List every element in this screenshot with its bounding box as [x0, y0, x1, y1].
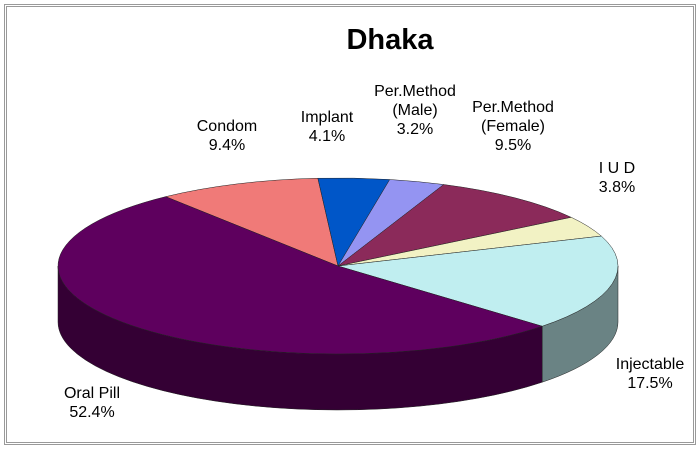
slice-value: 17.5% [627, 375, 673, 392]
slice-label: Injectable 17.5% [595, 355, 700, 393]
slice-name: Injectable [615, 356, 685, 373]
slice-name: Per.Method (Male) [374, 83, 456, 119]
slice-value: 9.4% [208, 137, 246, 154]
slice-label: Implant 4.1% [272, 108, 382, 146]
slice-label: Oral Pill 52.4% [37, 384, 147, 422]
slice-name: Oral Pill [63, 385, 120, 402]
slice-value: 52.4% [69, 404, 115, 421]
slice-value: 4.1% [308, 128, 346, 145]
slice [337, 235, 619, 327]
slice [337, 184, 573, 267]
slice-label: Condom 9.4% [172, 117, 282, 155]
slice-value: 9.5% [494, 137, 532, 154]
slice-value: 3.2% [396, 121, 434, 138]
slice-name: Implant [300, 109, 354, 126]
slice [164, 177, 339, 267]
slice-name: Per.Method (Female) [472, 99, 554, 135]
slice-label: Per.Method (Female) 9.5% [458, 98, 568, 155]
slice-value: 3.8% [598, 179, 636, 196]
slice-label: Per.Method (Male) 3.2% [360, 82, 470, 139]
frame [4, 4, 696, 445]
slice-name: Condom [196, 118, 258, 135]
chart-title: Dhaka [346, 24, 434, 56]
slice-name: I U D [598, 160, 636, 177]
slice-label: I U D 3.8% [562, 159, 672, 197]
slice [57, 196, 544, 355]
